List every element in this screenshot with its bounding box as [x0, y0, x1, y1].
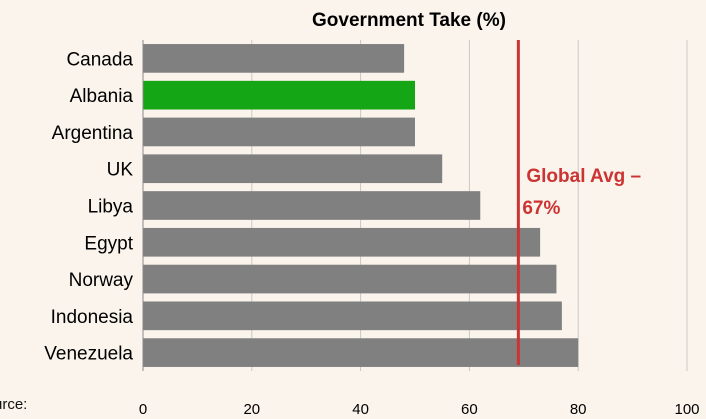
category-label: UK — [107, 160, 134, 181]
category-label: Venezuela — [44, 344, 133, 365]
x-tick-label: 100 — [674, 401, 699, 418]
bar-albania — [143, 80, 415, 110]
bar-libya — [143, 191, 481, 220]
category-label: Libya — [88, 197, 134, 218]
source-label: urce: — [0, 396, 28, 413]
bar-norway — [143, 264, 557, 294]
x-tick-label: 60 — [461, 401, 478, 418]
bar-venezuela — [143, 338, 579, 367]
category-labels: Canada Albania Argentina UK Libya Egypt Norway… — [44, 49, 133, 364]
x-tick-labels: 0 20 40 60 80 100 — [139, 401, 700, 418]
category-label: Argentina — [52, 123, 134, 144]
category-label: Egypt — [84, 233, 133, 254]
reference-label-line2: 67% — [522, 198, 560, 219]
bar-canada — [143, 44, 405, 73]
bars — [143, 44, 579, 367]
chart-title: Government Take (%) — [312, 10, 506, 31]
category-label: Indonesia — [51, 307, 134, 328]
bar-indonesia — [143, 301, 562, 331]
category-label: Albania — [70, 86, 134, 107]
x-tick-label: 40 — [352, 401, 369, 418]
bar-egypt — [143, 227, 541, 257]
bar-argentina — [143, 117, 415, 147]
x-tick-label: 80 — [570, 401, 587, 418]
category-label: Norway — [69, 270, 134, 291]
x-tick-label: 20 — [243, 401, 260, 418]
x-tick-label: 0 — [139, 401, 147, 418]
bar-uk — [143, 154, 443, 184]
reference-label-line1: Global Avg – — [526, 166, 641, 187]
category-label: Canada — [66, 49, 133, 70]
